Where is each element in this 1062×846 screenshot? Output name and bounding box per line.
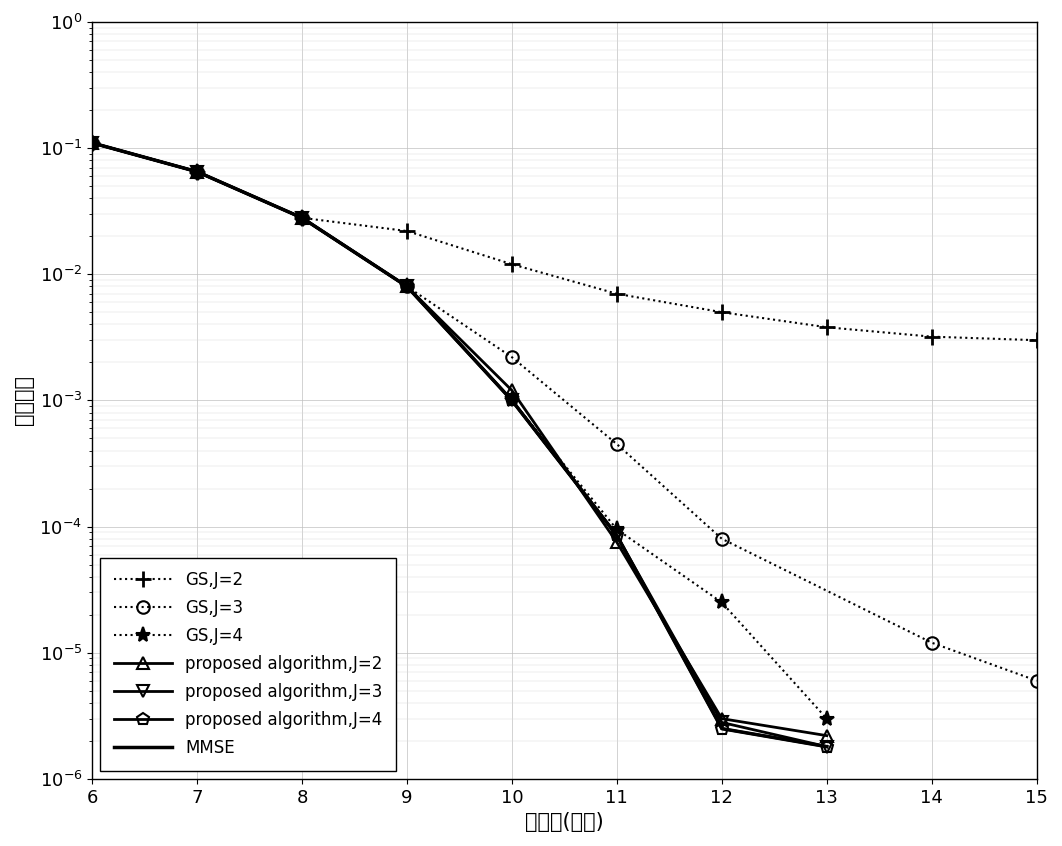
Line: proposed algorithm,J=4: proposed algorithm,J=4 <box>86 136 833 753</box>
MMSE <box>86 138 99 148</box>
proposed algorithm,J=4 <box>191 167 204 177</box>
GS,J=2 <box>716 307 729 317</box>
GS,J=4 <box>611 525 623 535</box>
proposed algorithm,J=2 <box>86 138 99 148</box>
GS,J=4 <box>506 395 518 405</box>
Line: proposed algorithm,J=2: proposed algorithm,J=2 <box>86 136 833 742</box>
MMSE <box>820 742 833 752</box>
Line: proposed algorithm,J=3: proposed algorithm,J=3 <box>86 136 833 753</box>
GS,J=3 <box>506 352 518 362</box>
GS,J=2 <box>820 322 833 332</box>
proposed algorithm,J=3 <box>400 282 413 292</box>
proposed algorithm,J=3 <box>716 717 729 728</box>
GS,J=3 <box>611 439 623 449</box>
proposed algorithm,J=4 <box>506 395 518 405</box>
proposed algorithm,J=4 <box>86 138 99 148</box>
proposed algorithm,J=4 <box>400 282 413 292</box>
proposed algorithm,J=3 <box>295 212 308 222</box>
MMSE <box>506 395 518 405</box>
GS,J=4 <box>400 282 413 292</box>
proposed algorithm,J=2 <box>191 167 204 177</box>
Y-axis label: 误比特率: 误比特率 <box>14 376 34 426</box>
GS,J=4 <box>86 138 99 148</box>
GS,J=3 <box>86 138 99 148</box>
proposed algorithm,J=2 <box>295 212 308 222</box>
GS,J=2 <box>1030 335 1043 345</box>
X-axis label: 信噪比(分贝): 信噪比(分贝) <box>525 812 603 832</box>
GS,J=3 <box>400 282 413 292</box>
GS,J=2 <box>86 138 99 148</box>
proposed algorithm,J=2 <box>506 385 518 395</box>
proposed algorithm,J=2 <box>400 282 413 292</box>
GS,J=3 <box>295 212 308 222</box>
Line: GS,J=2: GS,J=2 <box>85 135 1044 348</box>
GS,J=4 <box>820 713 833 723</box>
Line: GS,J=3: GS,J=3 <box>86 136 1043 687</box>
GS,J=4 <box>716 597 729 607</box>
GS,J=4 <box>191 167 204 177</box>
GS,J=2 <box>611 288 623 299</box>
GS,J=2 <box>400 226 413 236</box>
proposed algorithm,J=3 <box>611 530 623 541</box>
proposed algorithm,J=4 <box>295 212 308 222</box>
proposed algorithm,J=3 <box>506 395 518 405</box>
MMSE <box>716 723 729 733</box>
proposed algorithm,J=2 <box>716 713 729 723</box>
proposed algorithm,J=3 <box>820 742 833 752</box>
MMSE <box>611 530 623 541</box>
Line: MMSE: MMSE <box>92 143 826 747</box>
GS,J=2 <box>191 167 204 177</box>
proposed algorithm,J=4 <box>611 530 623 541</box>
proposed algorithm,J=3 <box>191 167 204 177</box>
proposed algorithm,J=2 <box>611 537 623 547</box>
GS,J=2 <box>295 212 308 222</box>
GS,J=2 <box>506 259 518 269</box>
GS,J=4 <box>295 212 308 222</box>
MMSE <box>191 167 204 177</box>
MMSE <box>295 212 308 222</box>
proposed algorithm,J=4 <box>820 742 833 752</box>
proposed algorithm,J=2 <box>820 731 833 741</box>
Line: GS,J=4: GS,J=4 <box>85 135 835 726</box>
GS,J=3 <box>191 167 204 177</box>
proposed algorithm,J=4 <box>716 723 729 733</box>
MMSE <box>400 282 413 292</box>
GS,J=3 <box>925 638 938 648</box>
GS,J=2 <box>925 332 938 342</box>
GS,J=3 <box>716 534 729 544</box>
Legend: GS,J=2, GS,J=3, GS,J=4, proposed algorithm,J=2, proposed algorithm,J=3, proposed: GS,J=2, GS,J=3, GS,J=4, proposed algorit… <box>101 558 396 771</box>
proposed algorithm,J=3 <box>86 138 99 148</box>
GS,J=3 <box>1030 676 1043 686</box>
